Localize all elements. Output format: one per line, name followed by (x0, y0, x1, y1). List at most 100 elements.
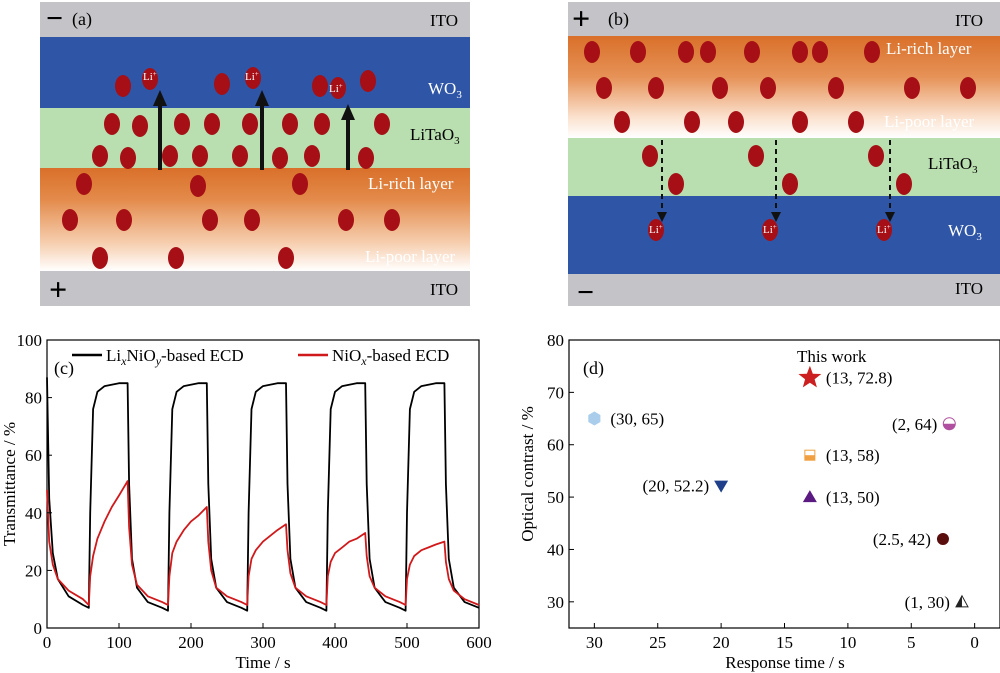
panel-b: + (b) ITO Li-rich layer Li-poor layer Li… (568, 0, 1000, 309)
ion (162, 145, 178, 167)
chart-c-ylabel: Transmittance / % (0, 422, 19, 546)
ion-migration-arrows-a (158, 104, 350, 170)
ion (330, 77, 346, 99)
scatter-point-6: (2.5, 42) (873, 530, 949, 549)
ion (864, 41, 880, 63)
y-tick-label: 30 (547, 593, 564, 612)
ion (762, 219, 778, 241)
ion (848, 111, 864, 133)
ion (584, 41, 600, 63)
ion (132, 115, 148, 137)
ion (272, 147, 288, 169)
ion (278, 247, 294, 269)
ion (748, 145, 764, 167)
x-tick-label: 30 (586, 633, 603, 652)
ion (304, 145, 320, 167)
arrow-head (657, 212, 667, 222)
arrow-heads-a (153, 90, 355, 120)
minus-sign-a: − (46, 2, 63, 35)
litao3-label-b: LiTaO3 (928, 154, 978, 176)
chart-c-series (46, 377, 480, 612)
y-tick-label: 60 (547, 436, 564, 455)
ion (282, 113, 298, 135)
x-tick-label: 400 (322, 633, 348, 652)
wo3-label-b: WO3 (948, 221, 982, 243)
ion (142, 68, 158, 90)
li-ion-label: Li+ (329, 82, 343, 95)
li-poor-label-b: Li-poor layer (884, 112, 974, 131)
li-rich-label-b: Li-rich layer (886, 39, 972, 58)
wo3-layer-b (568, 196, 1000, 274)
ion (678, 41, 694, 63)
ion (668, 173, 684, 195)
arrow-head (255, 90, 269, 106)
ion (115, 75, 131, 97)
legend-label-niox: NiOx-based ECD (332, 346, 449, 368)
ito-top-b (568, 2, 1000, 36)
scatter-point-3: (13, 58) (804, 446, 880, 465)
ion (728, 111, 744, 133)
chart-c-xlabel: Time / s (235, 653, 290, 672)
point-label: (13, 72.8) (826, 369, 893, 388)
ion (92, 145, 108, 167)
y-tick-label: 20 (25, 561, 42, 580)
scatter-point-2: (2, 64) (892, 415, 956, 434)
point-label: (13, 58) (826, 446, 880, 465)
ion (792, 41, 808, 63)
scatter-point-5: (13, 50) (802, 488, 880, 507)
half-triangle-fill (955, 595, 962, 607)
li-ion-label: Li+ (649, 223, 663, 236)
ion (384, 209, 400, 231)
x-tick-label: 0 (970, 633, 979, 652)
ion (242, 113, 258, 135)
chart-d-ylabel: Optical contrast / % (518, 406, 537, 542)
arrow-head (153, 90, 167, 106)
ions-a (62, 67, 400, 269)
series-line-1 (46, 480, 480, 606)
ion (700, 41, 716, 63)
ion (712, 77, 728, 99)
ion (876, 219, 892, 241)
ion (614, 111, 630, 133)
y-tick-label: 60 (25, 446, 42, 465)
y-tick-label: 40 (25, 504, 42, 523)
ions-b (584, 41, 976, 241)
point-label: (20, 52.2) (643, 477, 710, 496)
ion (168, 247, 184, 269)
y-tick-label: 40 (547, 540, 564, 559)
y-tick-label: 70 (547, 383, 564, 402)
ion (292, 173, 308, 195)
point-label: (2, 64) (892, 415, 937, 434)
x-tick-label: 500 (394, 633, 420, 652)
ito-label-b-top: ITO (955, 11, 983, 30)
ito-bottom-b (568, 274, 1000, 306)
ito-label-a-top: ITO (430, 11, 458, 30)
half-square-fill (804, 455, 815, 461)
y-tick-label: 0 (34, 619, 43, 638)
ion (648, 219, 664, 241)
ion (104, 113, 120, 135)
this-work-annotation: This work (797, 347, 867, 366)
ion (828, 77, 844, 99)
point-label: (1, 30) (905, 593, 950, 612)
ion (120, 147, 136, 169)
triangle-down-marker (714, 480, 729, 493)
panel-a: − (a) ITO WO3 LiTaO3 Li-rich layer Li-po… (40, 2, 470, 307)
ion (960, 77, 976, 99)
x-tick-label: 300 (250, 633, 276, 652)
ion (244, 209, 260, 231)
plot-frame-c (46, 339, 480, 629)
ion (904, 77, 920, 99)
ion (76, 173, 92, 195)
li-poor-label-a: Li-poor layer (365, 247, 455, 266)
scatter-point-7: (1, 30) (905, 593, 969, 612)
ion (92, 247, 108, 269)
panel-label-d: (d) (583, 358, 604, 379)
plus-sign-b: + (572, 0, 590, 36)
ito-label-b-bottom: ITO (955, 279, 983, 298)
point-label: (2.5, 42) (873, 530, 931, 549)
li-ion-label: Li+ (143, 70, 157, 83)
ion (314, 113, 330, 135)
